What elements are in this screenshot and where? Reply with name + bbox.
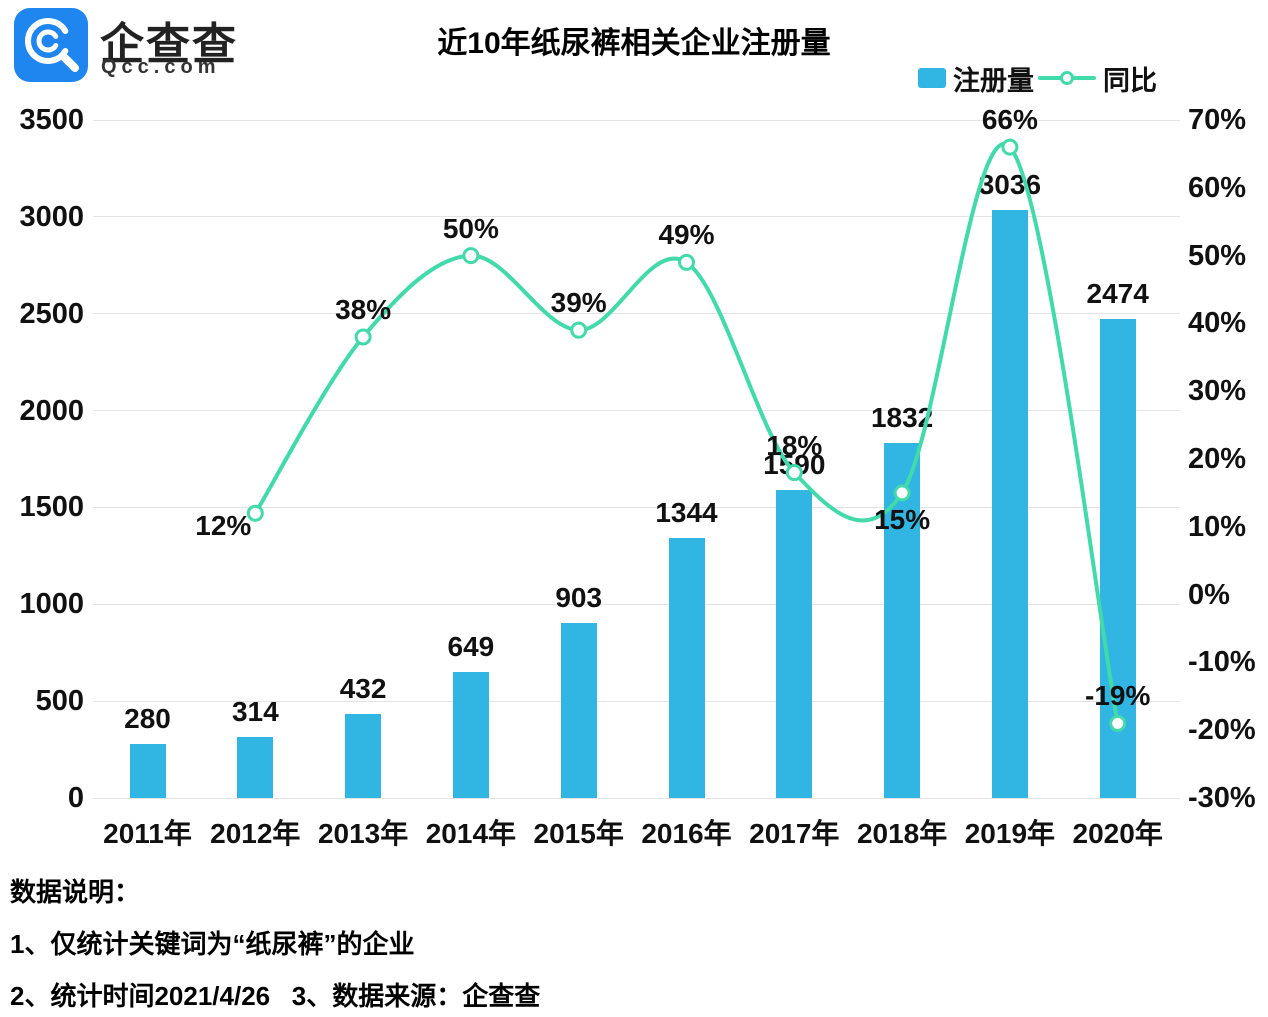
- note-line-2: 2、统计时间2021/4/26 3、数据来源：企查查: [10, 981, 541, 1011]
- line-point-marker: [1001, 138, 1019, 156]
- line-value-label: 15%: [874, 503, 931, 535]
- legend-bar-swatch: [918, 68, 946, 88]
- bar-value-label: 280: [124, 702, 171, 734]
- bar: [776, 489, 813, 798]
- line-point-marker: [893, 484, 911, 502]
- y-axis-label-right: 60%: [1188, 171, 1247, 204]
- y-axis-label-right: 50%: [1188, 239, 1247, 272]
- line-value-label: -19%: [1085, 680, 1151, 712]
- x-axis-label: 2020年: [1072, 818, 1163, 849]
- y-axis-label-right: 20%: [1188, 443, 1247, 475]
- line-value-label: 49%: [658, 219, 715, 251]
- legend-line-marker-icon: [1060, 71, 1074, 85]
- trend-line: [253, 142, 1120, 724]
- y-axis-label-left: 1000: [19, 588, 84, 621]
- y-axis-label-right: 30%: [1188, 375, 1247, 408]
- line-value-label: 50%: [442, 212, 499, 244]
- line-value-label: 18%: [766, 429, 823, 461]
- bar: [345, 714, 382, 798]
- y-axis-label-right: -10%: [1188, 646, 1256, 679]
- x-axis-label: 2018年: [856, 818, 948, 849]
- y-axis-label-left: 3000: [19, 200, 84, 233]
- x-axis-label: 2013年: [317, 818, 409, 849]
- legend-line-swatch: [1038, 68, 1096, 88]
- gridline: [93, 700, 1180, 702]
- x-axis-label: 2011年: [103, 818, 192, 849]
- magnifier-icon: [14, 8, 88, 82]
- line-point-marker: [246, 504, 264, 522]
- line-point-marker: [1109, 714, 1127, 732]
- line-point-marker: [570, 321, 588, 339]
- qcc-logo: [14, 8, 88, 82]
- line-point-marker: [354, 328, 372, 346]
- bar-value-label: 2474: [1086, 277, 1149, 309]
- note-line-1: 1、仅统计关键词为“纸尿裤”的企业: [10, 929, 415, 959]
- bar-value-label: 314: [231, 696, 279, 728]
- y-axis-label-left: 2000: [19, 394, 84, 427]
- line-value-label: 12%: [195, 510, 252, 542]
- gridline: [93, 506, 1180, 508]
- bar: [560, 623, 597, 798]
- gridline: [93, 797, 1180, 799]
- x-axis-label: 2014年: [425, 818, 517, 849]
- y-axis-label-right: -20%: [1188, 714, 1256, 747]
- chart-legend: 注册量 同比: [918, 60, 1157, 96]
- y-axis-label-right: -30%: [1188, 782, 1256, 814]
- bar: [237, 737, 274, 798]
- y-axis-label-right: 70%: [1188, 104, 1247, 136]
- x-axis-label: 2017年: [749, 818, 840, 849]
- y-axis-label-right: 10%: [1188, 510, 1247, 543]
- bar: [452, 672, 489, 798]
- y-axis-label-right: 0%: [1188, 578, 1230, 611]
- bar: [129, 743, 166, 798]
- notes-heading: 数据说明：: [10, 877, 141, 907]
- bar-value-label: 3036: [978, 168, 1042, 200]
- legend-line-label: 同比: [1103, 65, 1157, 96]
- chart-title: 近10年纸尿裤相关企业注册量: [437, 27, 831, 60]
- line-value-label: 66%: [981, 104, 1038, 136]
- gridline: [93, 410, 1180, 412]
- x-axis-label: 2012年: [210, 818, 301, 849]
- bar: [884, 443, 921, 798]
- line-point-marker: [678, 253, 695, 271]
- bar-value-label: 903: [555, 582, 603, 614]
- bar-value-label: 649: [447, 631, 495, 663]
- y-axis-label-right: 40%: [1188, 307, 1247, 340]
- gridline: [93, 119, 1180, 121]
- bar: [991, 209, 1028, 798]
- bar-value-label: 1344: [655, 496, 718, 528]
- bar: [668, 537, 705, 798]
- y-axis-label-left: 1500: [19, 491, 84, 524]
- legend-bar-label: 注册量: [953, 65, 1034, 96]
- y-axis-label-left: 3500: [19, 104, 84, 136]
- y-axis-label-left: 500: [35, 685, 84, 718]
- x-axis-label: 2019年: [964, 818, 1056, 849]
- x-axis-label: 2015年: [533, 818, 624, 849]
- line-value-label: 38%: [335, 293, 392, 325]
- line-value-label: 39%: [550, 287, 607, 319]
- y-axis-label-left: 2500: [19, 297, 84, 330]
- brand-name: 企查查: [100, 20, 238, 69]
- bar-value-label: 432: [339, 673, 387, 705]
- gridline: [93, 216, 1180, 218]
- line-point-marker: [785, 464, 803, 482]
- brand-domain: Qcc.com: [101, 56, 221, 78]
- gridline: [93, 313, 1180, 315]
- gridline: [93, 603, 1180, 605]
- line-point-marker: [462, 247, 480, 265]
- x-axis-label: 2016年: [641, 818, 732, 849]
- y-axis-label-left: 0: [67, 782, 84, 814]
